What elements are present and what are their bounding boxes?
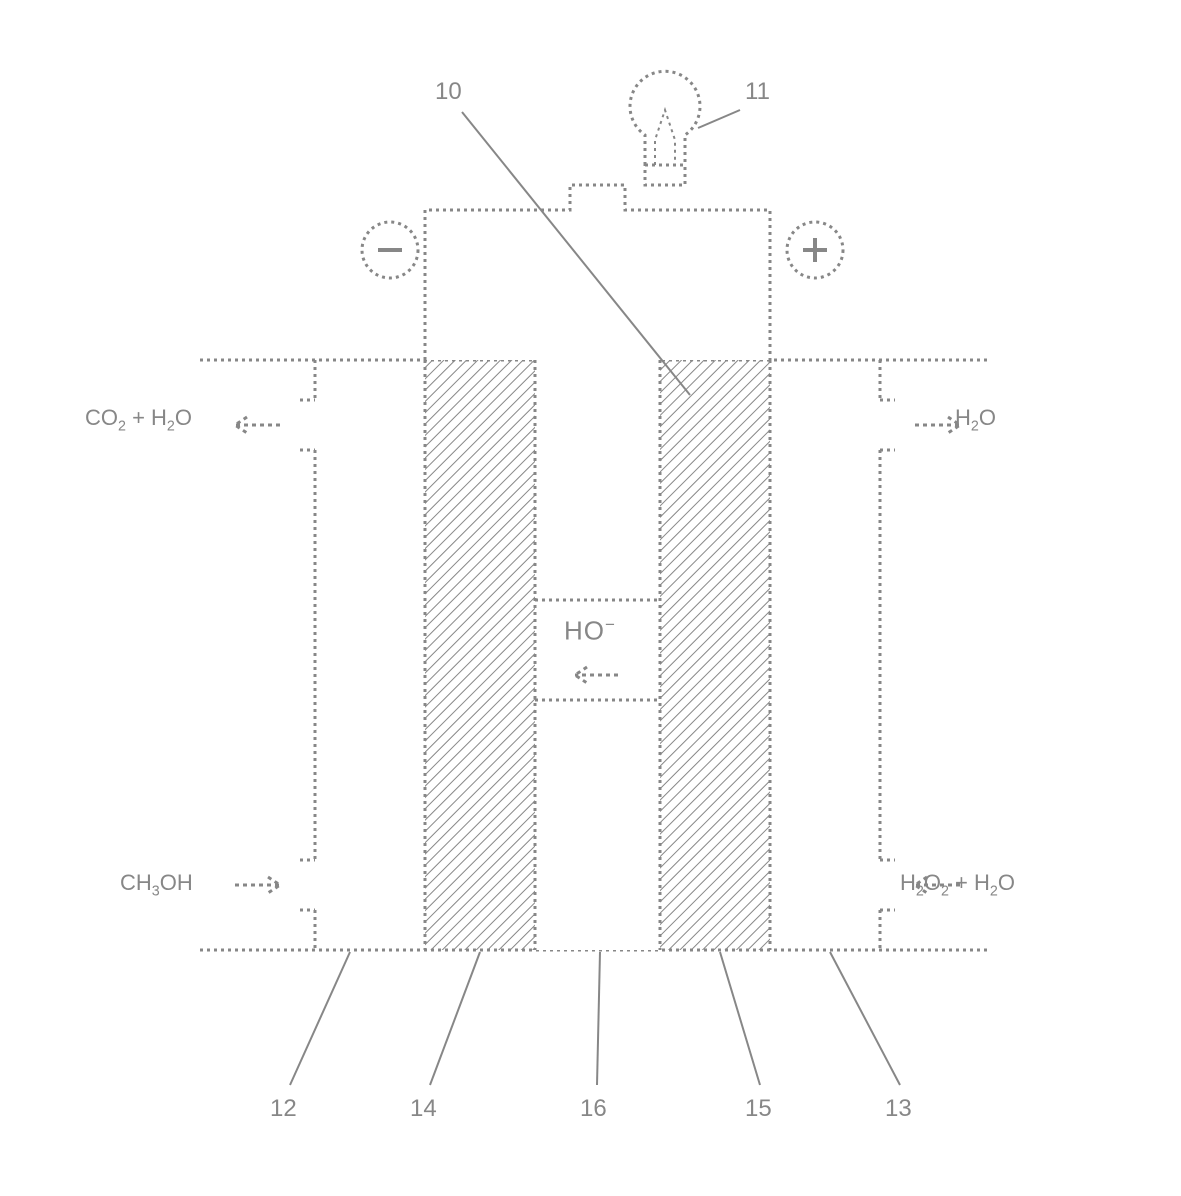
label-ref-10: 10	[435, 78, 462, 106]
label-out-right: H2O	[955, 405, 996, 434]
label-ref-14: 14	[410, 1095, 437, 1123]
ion-superscript: −	[605, 615, 616, 634]
label-ion: HO−	[564, 615, 616, 647]
diagram-svg	[0, 0, 1181, 1196]
label-ref-11: 11	[745, 78, 770, 106]
label-ref-13: 13	[885, 1095, 912, 1123]
label-ref-15: 15	[745, 1095, 772, 1123]
diagram-canvas: 10 11 12 14 16 15 13 CO2 + H2O H2O CH3OH…	[0, 0, 1181, 1196]
label-ref-16: 16	[580, 1095, 607, 1123]
ion-text: HO	[564, 616, 605, 646]
label-out-left: CO2 + H2O	[85, 405, 192, 434]
label-in-left: CH3OH	[120, 870, 193, 899]
label-ref-12: 12	[270, 1095, 297, 1123]
label-in-right: H2O2 + H2O	[900, 870, 1015, 899]
